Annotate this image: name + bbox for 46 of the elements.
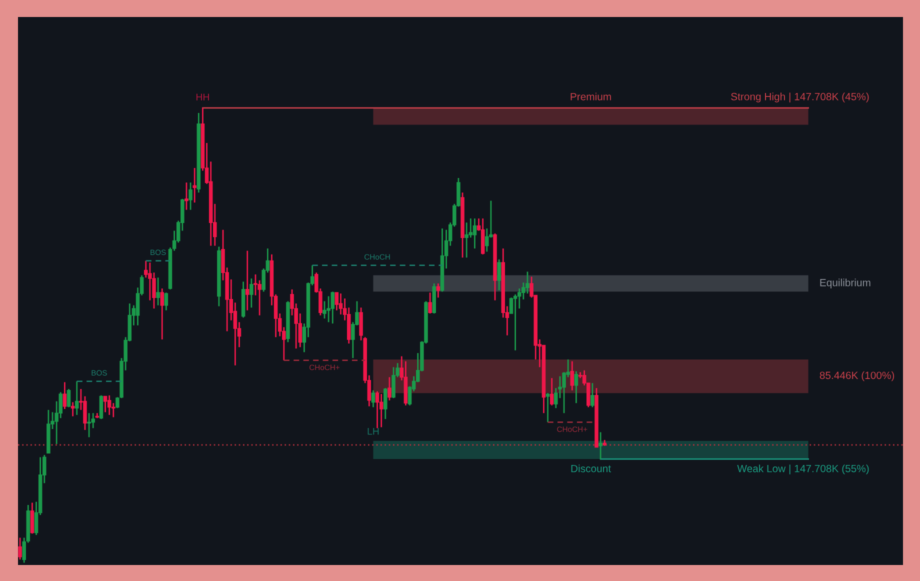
candlestick xyxy=(74,380,79,416)
candlestick xyxy=(590,382,594,408)
candlestick xyxy=(188,182,192,211)
band-label: 85.446K (100%) xyxy=(820,371,894,382)
ref-line-label: Strong High | 147.708K (45%) xyxy=(731,92,869,102)
band-label: Equilibrium xyxy=(820,278,870,288)
candlestick xyxy=(334,292,339,312)
candlestick xyxy=(598,432,602,460)
candlestick xyxy=(379,393,384,428)
candlestick xyxy=(184,182,188,211)
candlestick xyxy=(546,392,550,423)
candlestick xyxy=(160,288,164,340)
candlestick xyxy=(99,394,104,420)
band-label: Discount xyxy=(571,464,611,472)
candlestick xyxy=(472,218,477,250)
candlestick xyxy=(107,394,112,416)
candlestick xyxy=(371,390,376,408)
candlestick xyxy=(574,370,578,404)
candlestick xyxy=(164,292,168,312)
candlestick xyxy=(250,278,254,308)
candlestick xyxy=(570,360,574,392)
candlestick xyxy=(245,250,250,312)
candlestick xyxy=(18,537,22,560)
band-label: Premium xyxy=(570,92,611,100)
annotation: LH xyxy=(368,428,379,435)
candlestick xyxy=(384,387,388,420)
candlestick xyxy=(428,292,432,314)
candlestick xyxy=(156,276,160,306)
candlestick xyxy=(375,390,380,429)
candlestick xyxy=(388,376,392,402)
candlestick xyxy=(392,366,396,399)
candlestick xyxy=(550,377,554,406)
candlestick xyxy=(87,412,91,438)
candlestick xyxy=(497,258,501,292)
candlestick xyxy=(103,396,108,413)
candlestick xyxy=(326,296,330,323)
candlestick xyxy=(30,502,34,534)
candlestick xyxy=(62,381,67,410)
candlestick xyxy=(192,167,196,204)
candlestick xyxy=(464,222,468,258)
candlestick xyxy=(480,218,485,256)
ref-line-label: Weak Low | 147.708K (55%) xyxy=(737,464,869,474)
annotation: HH xyxy=(196,94,209,100)
candlestick xyxy=(70,401,75,417)
candlestick xyxy=(330,290,335,324)
candlestick xyxy=(66,388,71,408)
